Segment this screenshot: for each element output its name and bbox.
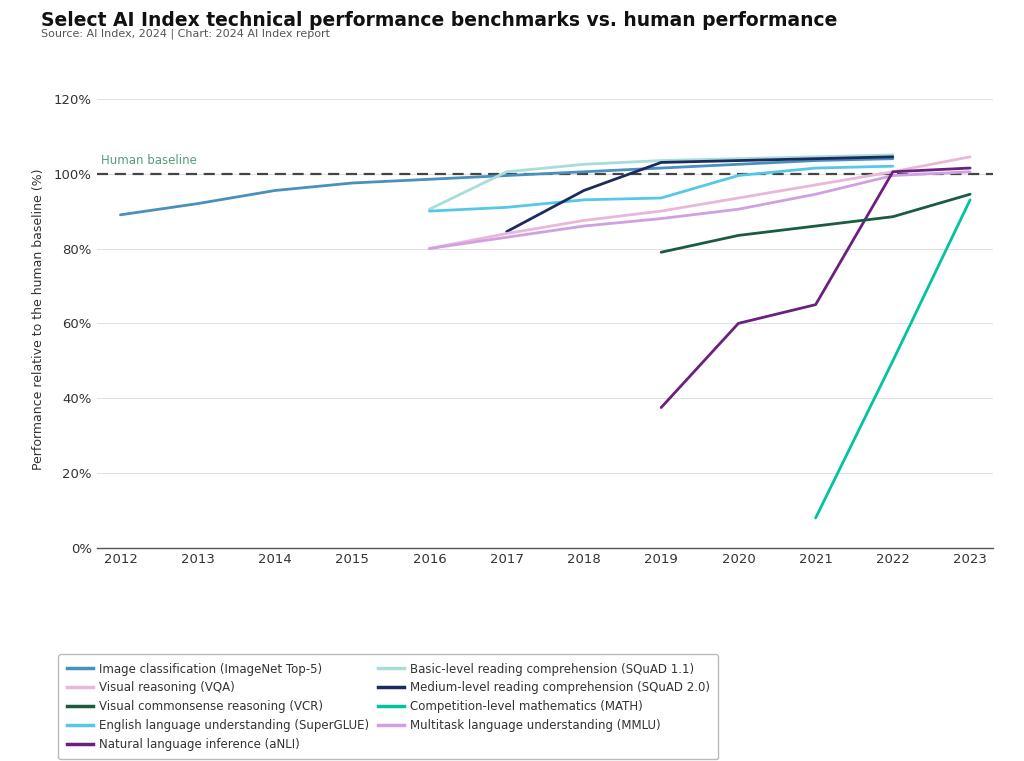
Text: Select AI Index technical performance benchmarks vs. human performance: Select AI Index technical performance be… — [41, 11, 838, 30]
Text: Human baseline: Human baseline — [101, 154, 197, 167]
Y-axis label: Performance relative to the human baseline (%): Performance relative to the human baseli… — [33, 169, 45, 470]
Text: Source: AI Index, 2024 | Chart: 2024 AI Index report: Source: AI Index, 2024 | Chart: 2024 AI … — [41, 29, 330, 40]
Legend: Image classification (ImageNet Top-5), Visual reasoning (VQA), Visual commonsens: Image classification (ImageNet Top-5), V… — [58, 654, 718, 759]
